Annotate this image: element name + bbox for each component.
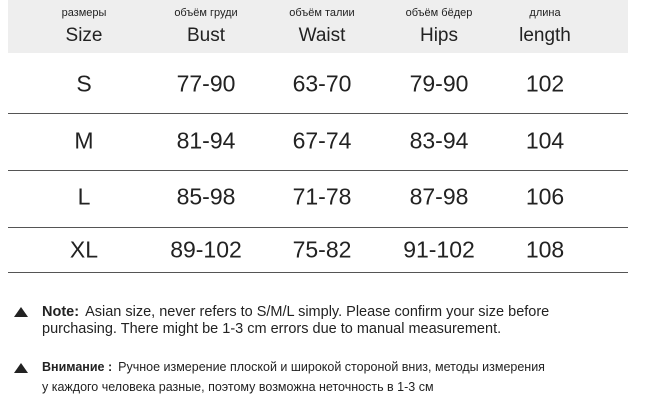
header-en: Hips [419, 25, 459, 46]
cell: 75-82 [292, 236, 352, 263]
cell: L [77, 183, 91, 210]
cell: S [76, 70, 92, 97]
note-text: у каждого человека разные, поэтому возмо… [42, 380, 434, 394]
cell: 85-98 [176, 183, 236, 210]
header-ru: длина [529, 7, 561, 19]
header-en: Waist [298, 25, 346, 46]
note-label: Внимание : [42, 360, 113, 374]
cell: 87-98 [409, 183, 469, 210]
cell: 63-70 [292, 70, 352, 97]
note-icon [14, 307, 28, 317]
cell: 91-102 [403, 236, 475, 263]
cell: 67-74 [292, 127, 352, 154]
row-rule [8, 170, 628, 171]
cell: 79-90 [409, 70, 469, 97]
header-ru: размеры [61, 7, 107, 19]
cell: 104 [525, 127, 565, 154]
header-ru: объём бёдер [405, 7, 473, 19]
cell: 83-94 [409, 127, 469, 154]
note-icon [14, 363, 28, 373]
cell: 71-78 [292, 183, 352, 210]
note-line: Note: Asian size, never refers to S/M/L s… [42, 304, 549, 320]
note-text: purchasing. There might be 1-3 cm errors… [42, 321, 502, 337]
header-en: length [519, 25, 571, 46]
note-text: Ручное измерение плоской и широкой сторо… [118, 360, 545, 374]
row-rule [8, 272, 628, 273]
note-label: Note: [42, 304, 80, 320]
header-en: Bust [186, 25, 226, 46]
header-band [8, 0, 628, 53]
cell: 108 [525, 236, 565, 263]
row-rule [8, 227, 628, 228]
cell: 89-102 [170, 236, 242, 263]
header-ru: объём талии [289, 7, 355, 19]
note-text: Asian size, never refers to S/M/L simply… [85, 304, 550, 320]
cell: XL [69, 236, 99, 263]
header-en: Size [65, 25, 103, 46]
row-rule [8, 113, 628, 114]
cell: 102 [525, 70, 565, 97]
header-ru: объём груди [174, 7, 238, 19]
cell: 106 [525, 183, 565, 210]
cell: 77-90 [176, 70, 236, 97]
note-line: Внимание : Ручное измерение плоской и шир… [42, 360, 545, 374]
cell: M [74, 127, 94, 154]
cell: 81-94 [176, 127, 236, 154]
